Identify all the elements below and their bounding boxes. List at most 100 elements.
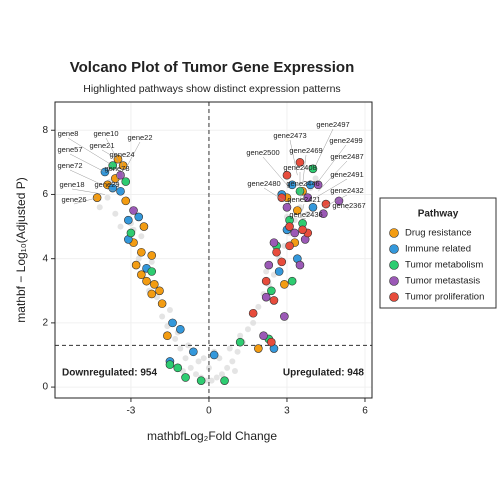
- label-leader: [323, 194, 348, 208]
- label-leader: [302, 154, 307, 185]
- background-point: [187, 364, 194, 371]
- background-point: [229, 358, 236, 365]
- gene-label: gene24: [109, 150, 134, 159]
- data-point: [134, 212, 144, 222]
- y-tick-label: 2: [42, 318, 48, 329]
- gene-label: gene26: [61, 195, 86, 204]
- legend-label: Tumor metabolism: [405, 260, 483, 271]
- label-leader: [317, 144, 347, 182]
- data-point: [261, 292, 271, 302]
- background-point: [244, 326, 251, 333]
- background-point: [312, 175, 319, 182]
- label-leader: [105, 137, 121, 166]
- background-point: [208, 377, 215, 384]
- data-point: [295, 260, 305, 270]
- background-point: [96, 204, 103, 211]
- gene-label: gene2408: [283, 163, 316, 172]
- data-point: [157, 299, 167, 308]
- data-point: [139, 222, 149, 231]
- data-point: [173, 363, 183, 373]
- x-tick-label: -3: [126, 406, 135, 417]
- y-tick-label: 4: [42, 253, 48, 264]
- background-point: [237, 332, 244, 339]
- data-point: [287, 180, 297, 190]
- background-point: [117, 223, 124, 230]
- data-point: [267, 286, 276, 296]
- data-point: [181, 373, 190, 382]
- gene-label: gene2473: [273, 131, 306, 140]
- data-point: [196, 376, 206, 385]
- background-point: [213, 374, 220, 381]
- label-leader: [67, 137, 113, 166]
- gene-label: gene72: [57, 161, 82, 170]
- data-point: [261, 276, 271, 286]
- label-leader: [69, 153, 106, 173]
- background-point: [177, 345, 184, 352]
- label-leader: [116, 172, 119, 189]
- gene-label: gene2499: [329, 136, 362, 145]
- gene-label: gene78: [104, 164, 129, 173]
- label-leader: [101, 149, 119, 160]
- data-point: [176, 324, 185, 334]
- data-point: [303, 193, 313, 202]
- data-point: [295, 158, 305, 167]
- background-point: [200, 355, 207, 362]
- background-point: [304, 210, 311, 217]
- legend-title: Pathway: [418, 209, 459, 220]
- data-point: [298, 225, 307, 235]
- data-point: [272, 247, 281, 257]
- background-point: [218, 371, 225, 378]
- gene-label: gene18: [59, 180, 84, 189]
- data-point: [282, 170, 292, 180]
- annotation: Downregulated: 954: [62, 368, 157, 379]
- legend-swatch: [389, 260, 399, 270]
- data-point: [280, 280, 289, 289]
- legend-swatch: [389, 276, 399, 286]
- label-leader: [121, 158, 124, 179]
- data-point: [116, 186, 125, 196]
- legend-label: Tumor metastasis: [405, 276, 480, 287]
- data-point: [264, 260, 274, 270]
- background-point: [263, 268, 270, 275]
- data-point: [189, 347, 198, 357]
- y-tick-label: 6: [42, 189, 48, 200]
- legend-label: Tumor proliferation: [405, 292, 484, 303]
- legend-label: Drug resistance: [405, 228, 472, 239]
- data-point: [277, 193, 287, 202]
- label-leader: [315, 128, 334, 166]
- data-point: [319, 209, 328, 219]
- legend-swatch: [389, 228, 399, 238]
- background-point: [148, 258, 155, 265]
- gene-label: gene2446: [286, 179, 319, 188]
- data-point: [124, 215, 133, 225]
- label-leader: [71, 188, 105, 195]
- data-point: [126, 228, 136, 238]
- data-point: [269, 238, 279, 247]
- gene-label: gene10: [93, 129, 118, 138]
- data-point: [235, 337, 245, 347]
- data-point: [280, 312, 289, 321]
- data-point: [259, 331, 268, 341]
- data-point: [121, 177, 131, 186]
- plot-frame: [54, 101, 373, 399]
- data-point: [267, 337, 276, 347]
- background-point: [255, 303, 262, 310]
- background-point: [231, 368, 238, 375]
- data-point: [209, 350, 219, 360]
- x-axis-label: mathbfLog₂Fold Change: [147, 429, 277, 443]
- background-point: [112, 210, 119, 217]
- label-leader: [106, 188, 116, 192]
- background-point: [138, 233, 145, 240]
- gene-label: gene2500: [246, 148, 279, 157]
- data-point: [165, 360, 175, 369]
- data-point: [290, 228, 300, 238]
- data-point: [248, 308, 258, 318]
- data-point: [116, 170, 125, 180]
- y-tick-label: 8: [42, 125, 48, 136]
- gene-label: gene57: [57, 145, 82, 154]
- background-point: [172, 335, 179, 342]
- x-tick-label: 3: [284, 406, 290, 417]
- label-leader: [302, 203, 305, 211]
- gene-label: gene2491: [330, 170, 363, 179]
- label-leader: [299, 187, 304, 201]
